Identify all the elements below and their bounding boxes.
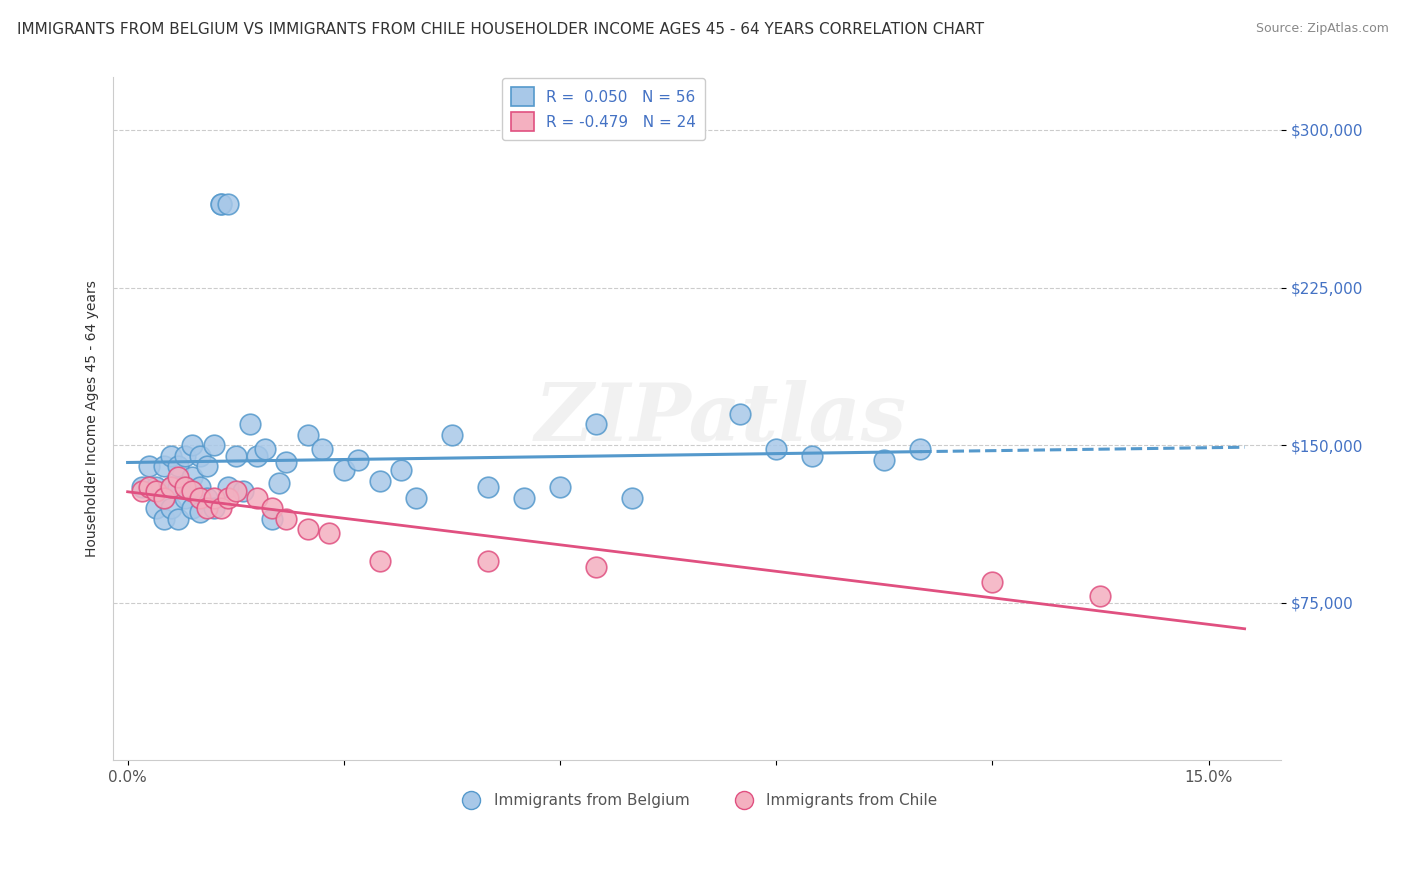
Point bbox=[174, 491, 197, 505]
Point bbox=[167, 469, 190, 483]
Point bbox=[297, 522, 319, 536]
Point bbox=[209, 501, 232, 516]
Point bbox=[138, 459, 160, 474]
Point bbox=[347, 453, 370, 467]
Point bbox=[145, 484, 167, 499]
Point bbox=[209, 196, 232, 211]
Point bbox=[621, 491, 644, 505]
Point bbox=[333, 463, 356, 477]
Point bbox=[174, 449, 197, 463]
Point bbox=[188, 491, 211, 505]
Point bbox=[188, 505, 211, 519]
Point bbox=[160, 449, 183, 463]
Point bbox=[167, 459, 190, 474]
Point bbox=[195, 459, 218, 474]
Point bbox=[195, 501, 218, 516]
Point bbox=[246, 491, 269, 505]
Point bbox=[160, 480, 183, 494]
Point bbox=[145, 501, 167, 516]
Point bbox=[513, 491, 536, 505]
Point bbox=[218, 480, 240, 494]
Point bbox=[391, 463, 413, 477]
Point bbox=[160, 501, 183, 516]
Point bbox=[152, 512, 174, 526]
Point bbox=[218, 491, 240, 505]
Point bbox=[195, 491, 218, 505]
Point bbox=[225, 449, 247, 463]
Point bbox=[368, 554, 391, 568]
Point bbox=[477, 480, 499, 494]
Point bbox=[368, 474, 391, 488]
Point bbox=[131, 484, 153, 499]
Point bbox=[297, 427, 319, 442]
Point bbox=[181, 438, 204, 452]
Point bbox=[138, 480, 160, 494]
Point bbox=[202, 438, 225, 452]
Point bbox=[1090, 590, 1112, 604]
Point bbox=[131, 480, 153, 494]
Point bbox=[181, 469, 204, 483]
Point bbox=[260, 501, 283, 516]
Y-axis label: Householder Income Ages 45 - 64 years: Householder Income Ages 45 - 64 years bbox=[86, 280, 100, 558]
Point bbox=[765, 442, 787, 457]
Point bbox=[167, 480, 190, 494]
Point bbox=[145, 480, 167, 494]
Point bbox=[260, 512, 283, 526]
Point bbox=[218, 196, 240, 211]
Point bbox=[181, 484, 204, 499]
Point bbox=[405, 491, 427, 505]
Text: Source: ZipAtlas.com: Source: ZipAtlas.com bbox=[1256, 22, 1389, 36]
Point bbox=[188, 449, 211, 463]
Point bbox=[152, 459, 174, 474]
Point bbox=[801, 449, 824, 463]
Point bbox=[728, 407, 751, 421]
Point bbox=[181, 501, 204, 516]
Point bbox=[440, 427, 463, 442]
Point bbox=[276, 512, 298, 526]
Point bbox=[267, 475, 290, 490]
Point bbox=[174, 480, 197, 494]
Point bbox=[477, 554, 499, 568]
Text: ZIPatlas: ZIPatlas bbox=[534, 380, 907, 458]
Point bbox=[160, 480, 183, 494]
Point bbox=[253, 442, 276, 457]
Point bbox=[167, 512, 190, 526]
Point bbox=[246, 449, 269, 463]
Point bbox=[202, 491, 225, 505]
Text: IMMIGRANTS FROM BELGIUM VS IMMIGRANTS FROM CHILE HOUSEHOLDER INCOME AGES 45 - 64: IMMIGRANTS FROM BELGIUM VS IMMIGRANTS FR… bbox=[17, 22, 984, 37]
Point bbox=[548, 480, 571, 494]
Point bbox=[585, 417, 607, 432]
Point bbox=[981, 574, 1004, 589]
Point bbox=[202, 501, 225, 516]
Point bbox=[311, 442, 333, 457]
Point bbox=[276, 455, 298, 469]
Point bbox=[188, 480, 211, 494]
Legend: Immigrants from Belgium, Immigrants from Chile: Immigrants from Belgium, Immigrants from… bbox=[450, 787, 943, 814]
Point bbox=[152, 491, 174, 505]
Point bbox=[225, 484, 247, 499]
Point bbox=[873, 453, 896, 467]
Point bbox=[174, 480, 197, 494]
Point bbox=[910, 442, 932, 457]
Point bbox=[152, 491, 174, 505]
Point bbox=[232, 484, 254, 499]
Point bbox=[239, 417, 262, 432]
Point bbox=[318, 526, 340, 541]
Point bbox=[209, 196, 232, 211]
Point bbox=[585, 560, 607, 574]
